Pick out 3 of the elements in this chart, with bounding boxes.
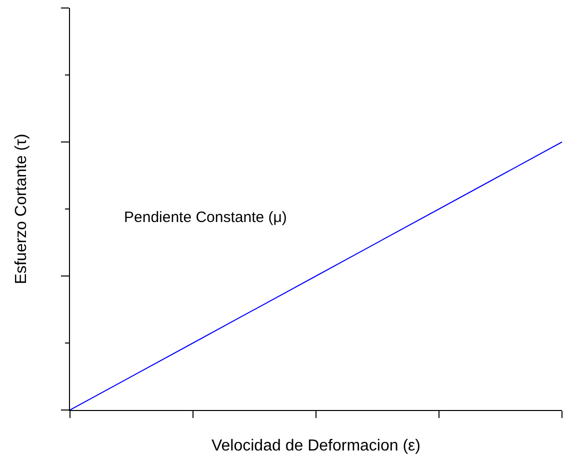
x-axis-title: Velocidad de Deformacion (ε) <box>211 438 421 455</box>
y-axis-title: Esfuerzo Cortante (τ) <box>12 134 30 284</box>
annotation: Pendiente Constante (μ) <box>124 209 287 226</box>
